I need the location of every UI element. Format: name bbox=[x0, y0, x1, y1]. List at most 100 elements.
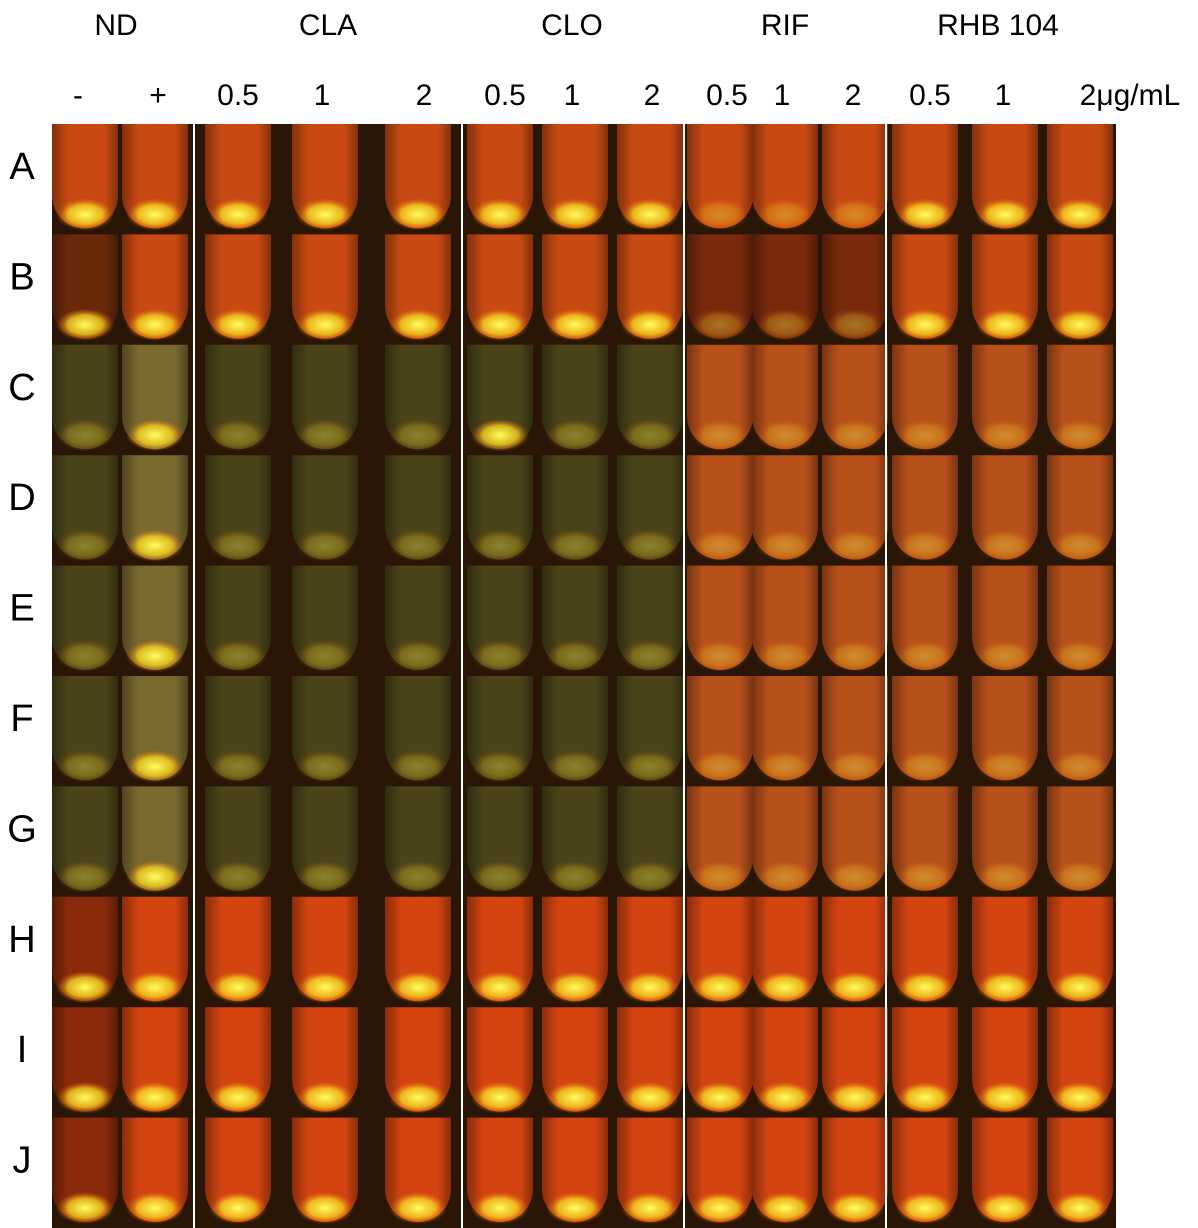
tube-shade bbox=[1047, 896, 1113, 1002]
tube-shade bbox=[972, 234, 1038, 339]
tube-shade bbox=[892, 786, 958, 891]
tube-shade bbox=[122, 1117, 188, 1222]
column-label: - bbox=[73, 79, 83, 112]
tube-shade bbox=[205, 1007, 271, 1112]
tube-shade bbox=[972, 1117, 1038, 1222]
tube-shade bbox=[205, 786, 271, 891]
tube-shade bbox=[822, 786, 888, 891]
tube-shade bbox=[385, 786, 451, 891]
tube-shade bbox=[752, 1007, 818, 1112]
row-label: F bbox=[10, 698, 33, 740]
tube-shade bbox=[617, 234, 683, 339]
tube-shade bbox=[972, 896, 1038, 1002]
tube-shade bbox=[52, 455, 118, 560]
tube-shade bbox=[542, 676, 608, 781]
tube-shade bbox=[752, 786, 818, 891]
tube-shade bbox=[385, 455, 451, 560]
column-label: 2 bbox=[644, 79, 661, 112]
row-label: C bbox=[8, 367, 35, 409]
tube-shade bbox=[892, 896, 958, 1002]
tube-shade bbox=[122, 786, 188, 891]
tube-shade bbox=[687, 1007, 753, 1112]
tube-shade bbox=[205, 455, 271, 560]
tube-shade bbox=[292, 124, 358, 229]
tube-shade bbox=[1047, 676, 1113, 781]
column-label: 0.5 bbox=[484, 79, 526, 112]
row-label: E bbox=[9, 588, 34, 630]
tube-shade bbox=[822, 1007, 888, 1112]
tube-shade bbox=[385, 565, 451, 670]
tube-shade bbox=[1047, 1117, 1113, 1222]
tube-shade bbox=[972, 1007, 1038, 1112]
tube-shade bbox=[687, 786, 753, 891]
tube-shade bbox=[1047, 124, 1113, 229]
tube-shade bbox=[892, 1117, 958, 1222]
tube-shade bbox=[122, 565, 188, 670]
tube-shade bbox=[52, 676, 118, 781]
tube-shade bbox=[892, 676, 958, 781]
row-label: I bbox=[17, 1029, 28, 1071]
column-label: + bbox=[149, 79, 167, 112]
tube-shade bbox=[1047, 565, 1113, 670]
tube-shade bbox=[122, 124, 188, 229]
tube-shade bbox=[1047, 786, 1113, 891]
tube-shade bbox=[542, 124, 608, 229]
tube-shade bbox=[292, 786, 358, 891]
tube-shade bbox=[385, 676, 451, 781]
tube-shade bbox=[467, 124, 533, 229]
tube-shade bbox=[892, 1007, 958, 1112]
tube-shade bbox=[617, 1007, 683, 1112]
tube-shade bbox=[292, 1117, 358, 1222]
tube-shade bbox=[385, 234, 451, 339]
row-label: A bbox=[9, 146, 35, 188]
tube-shade bbox=[52, 234, 118, 339]
group-label: CLO bbox=[541, 9, 603, 42]
tube-shade bbox=[1047, 344, 1113, 450]
tube-shade bbox=[687, 1117, 753, 1222]
tube-shade bbox=[542, 455, 608, 560]
tube-shade bbox=[292, 234, 358, 339]
tube-shade bbox=[822, 1117, 888, 1222]
column-label: 0.5 bbox=[706, 79, 748, 112]
tube-shade bbox=[822, 234, 888, 339]
tube-shade bbox=[687, 234, 753, 339]
tube-shade bbox=[542, 1117, 608, 1222]
tube-shade bbox=[1047, 1007, 1113, 1112]
tube-shade bbox=[617, 786, 683, 891]
tube-shade bbox=[822, 565, 888, 670]
tube-shade bbox=[617, 676, 683, 781]
tube-shade bbox=[822, 676, 888, 781]
tube-shade bbox=[467, 786, 533, 891]
tube-shade bbox=[687, 676, 753, 781]
tube-shade bbox=[205, 1117, 271, 1222]
tube-shade bbox=[687, 124, 753, 229]
column-label: 1 bbox=[564, 79, 581, 112]
column-label: 0.5 bbox=[217, 79, 259, 112]
tube-shade bbox=[52, 124, 118, 229]
tube-shade bbox=[292, 1007, 358, 1112]
tube-shade bbox=[467, 234, 533, 339]
tube-shade bbox=[687, 455, 753, 560]
tube-shade bbox=[292, 676, 358, 781]
tube-shade bbox=[617, 455, 683, 560]
tube-shade bbox=[687, 896, 753, 1002]
column-label: 0.5 bbox=[909, 79, 951, 112]
tube-shade bbox=[892, 565, 958, 670]
row-label: J bbox=[13, 1140, 32, 1182]
row-label: H bbox=[8, 919, 35, 961]
tube-shade bbox=[122, 234, 188, 339]
tube-shade bbox=[687, 344, 753, 450]
tube-shade bbox=[122, 344, 188, 450]
tube-shade bbox=[752, 1117, 818, 1222]
tube-shade bbox=[972, 124, 1038, 229]
column-label: 1 bbox=[774, 79, 791, 112]
tube-shade bbox=[542, 896, 608, 1002]
tube-shade bbox=[892, 124, 958, 229]
labels: ND CLA CLO RIF RHB 104 - +0.5 1 2 0.5 1 2 0.5 1 2 0.5 1 2… bbox=[7, 9, 1180, 1182]
tube-shade bbox=[52, 344, 118, 450]
tube-shade bbox=[467, 896, 533, 1002]
tube-shade bbox=[467, 1117, 533, 1222]
tube-shade bbox=[752, 565, 818, 670]
tube-shade bbox=[385, 896, 451, 1002]
